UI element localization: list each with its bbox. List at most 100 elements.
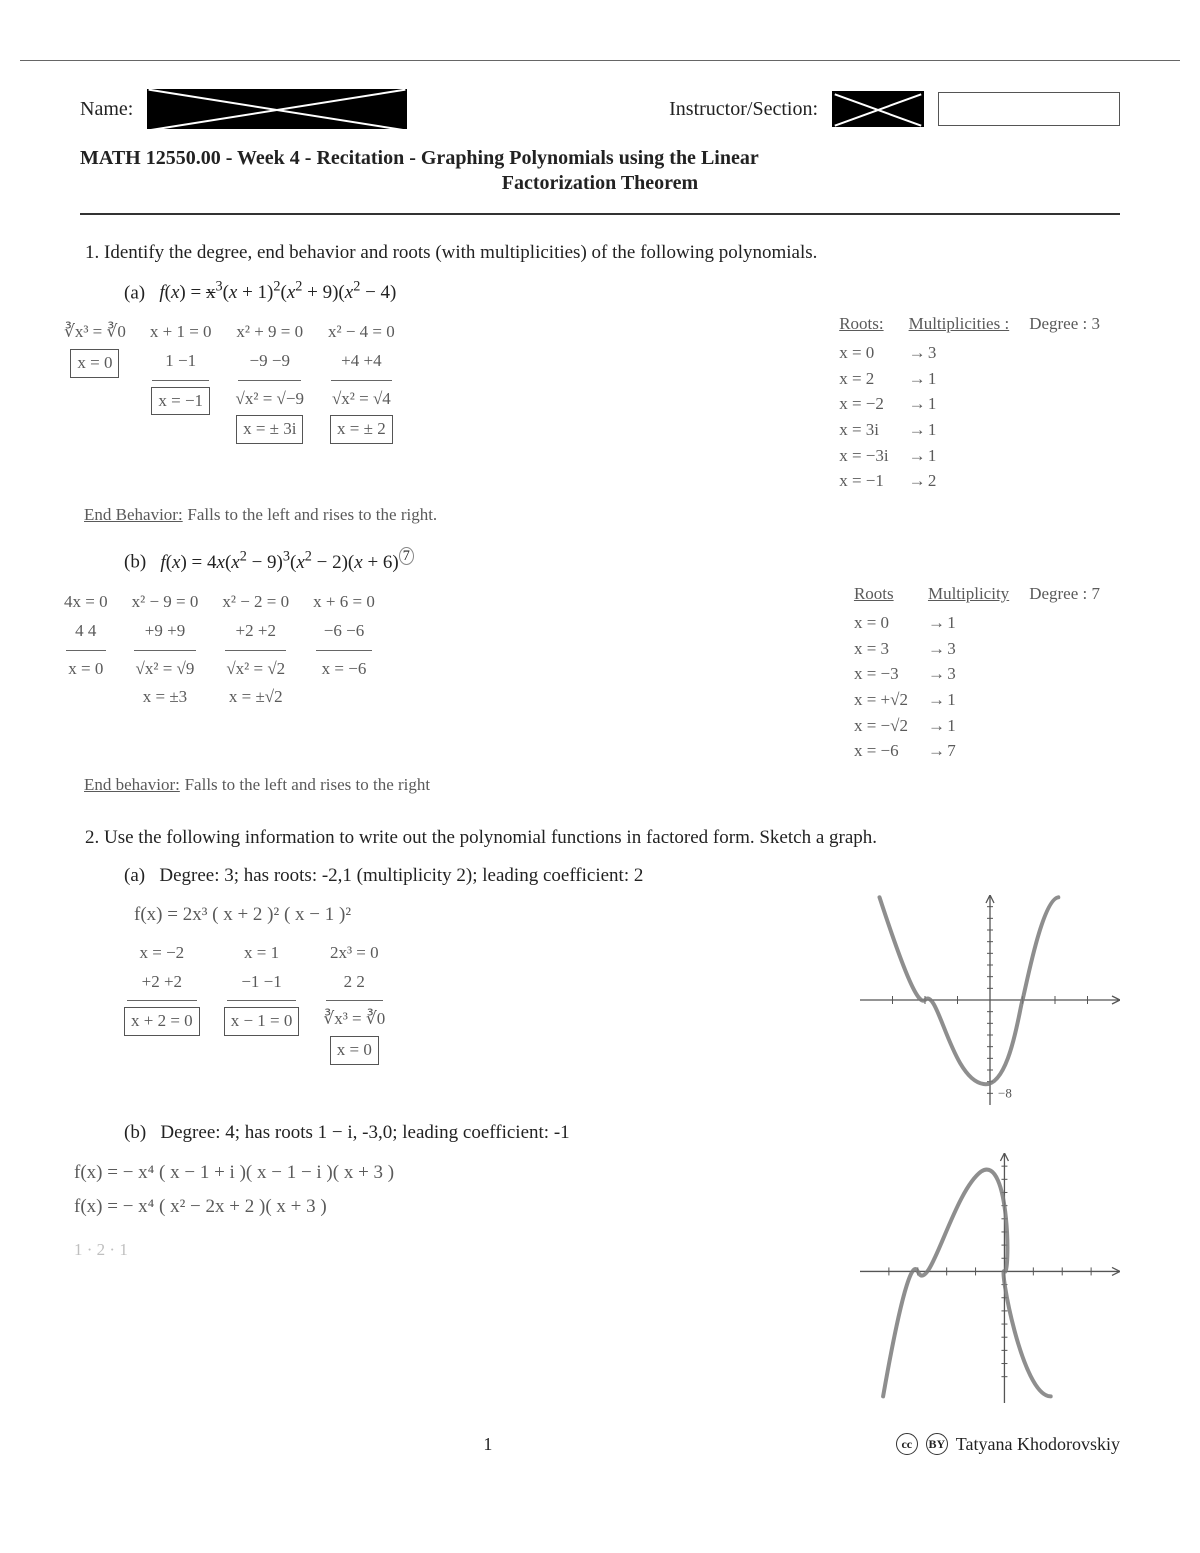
svg-text:−8: −8 xyxy=(998,1086,1012,1101)
end-beh-text: Falls to the left and rises to the right xyxy=(185,775,431,794)
w: ∛x³ = ∛0 xyxy=(64,320,126,345)
q1b-row: (b) f(x) = 4x(x2 − 9)3(x2 − 2)(x + 6)7 xyxy=(124,546,1120,576)
mult-header: Multiplicity xyxy=(928,582,1029,611)
w: x = 0 xyxy=(70,349,119,378)
w: x = 0 xyxy=(68,657,103,682)
q2b-graph xyxy=(860,1153,1120,1403)
by-icon: BY xyxy=(926,1433,948,1455)
w: x² − 9 = 0 xyxy=(132,590,199,615)
q2a-body: f(x) = 2x³ ( x + 2 )² ( x − 1 )² x = −2 … xyxy=(104,895,1120,1105)
w: x = ±√2 xyxy=(229,685,283,710)
separator-rule xyxy=(80,213,1120,215)
course-title: MATH 12550.00 - Week 4 - Recitation - Gr… xyxy=(80,147,1120,170)
c: x = 1 −1 −1 x − 1 = 0 xyxy=(224,941,300,1036)
page: Name: Instructor/Section: MATH 12550.00 … xyxy=(0,60,1200,1495)
instructor-blank-field xyxy=(938,92,1120,126)
q2b-fx2: f(x) = − x⁴ ( x² − 2x + 2 )( x + 3 ) xyxy=(74,1193,832,1221)
q1b-label: (b) xyxy=(124,552,146,573)
cc-icon: cc xyxy=(896,1433,918,1455)
q1b-body: 4x = 0 4 4 x = 0 x² − 9 = 0 +9 +9 √x² = … xyxy=(104,582,1120,764)
w: √x² = √2 xyxy=(226,657,285,682)
w: 4x = 0 xyxy=(64,590,108,615)
c: x + 6 = 0 −6 −6 x = −6 xyxy=(313,590,375,681)
q1a-body: ∛x³ = ∛0 x = 0 x + 1 = 0 1 −1 x = −1 x² … xyxy=(104,312,1120,494)
top-rule xyxy=(20,60,1180,61)
q1b-endbeh: End behavior: Falls to the left and rise… xyxy=(84,771,1120,799)
m: → 1 xyxy=(909,392,1030,418)
q1a-work: ∛x³ = ∛0 x = 0 x + 1 = 0 1 −1 x = −1 x² … xyxy=(64,320,799,444)
r: x = −3 xyxy=(854,662,928,688)
w: √x² = √−9 xyxy=(236,387,304,412)
w: x = ± 2 xyxy=(330,415,393,444)
c: x² − 2 = 0 +2 +2 √x² = √2 x = ±√2 xyxy=(222,590,289,710)
r: x = −1 xyxy=(839,469,908,495)
q1b-work: 4x = 0 4 4 x = 0 x² − 9 = 0 +9 +9 √x² = … xyxy=(64,590,814,710)
w: x + 2 = 0 xyxy=(124,1007,200,1036)
r: x = 0 xyxy=(839,341,908,367)
end-beh-text: Falls to the left and rises to the right… xyxy=(187,505,437,524)
r: x = −3i xyxy=(839,444,908,470)
c: x = −2 +2 +2 x + 2 = 0 xyxy=(124,941,200,1036)
m: → 7 xyxy=(928,739,1029,765)
w: x = 1 xyxy=(244,941,279,966)
w: x² − 2 = 0 xyxy=(222,590,289,615)
r: x = −2 xyxy=(839,392,908,418)
m: → 3 xyxy=(909,341,1030,367)
q1b-roots-table: Roots Multiplicity Degree : 7 x = 0→ 1 x… xyxy=(854,582,1120,764)
q1-prompt: Identify the degree, end behavior and ro… xyxy=(104,242,817,263)
r: x = 3 xyxy=(854,637,928,663)
q1a-row: (a) f(x) = x3(x + 1)2(x2 + 9)(x2 − 4) xyxy=(124,277,1120,307)
m: → 3 xyxy=(928,637,1029,663)
q2b-given: Degree: 4; has roots 1 − i, -3,0; leadin… xyxy=(160,1122,569,1143)
q2-prompt: Use the following information to write o… xyxy=(104,827,877,848)
q2b-body: f(x) = − x⁴ ( x − 1 + i )( x − 1 − i )( … xyxy=(104,1153,1120,1403)
instructor-redaction-box xyxy=(832,91,924,127)
name-redaction-box xyxy=(147,89,407,129)
question-1: Identify the degree, end behavior and ro… xyxy=(104,239,1120,798)
w: x = ± 3i xyxy=(236,415,303,444)
w: x + 1 = 0 xyxy=(150,320,212,345)
header-row: Name: Instructor/Section: xyxy=(80,89,1120,129)
course-subtitle: Factorization Theorem xyxy=(80,172,1120,195)
c: 4x = 0 4 4 x = 0 xyxy=(64,590,108,681)
roots-header: Roots: xyxy=(839,312,908,341)
page-number: 1 xyxy=(80,1434,896,1455)
q2a-label: (a) xyxy=(124,865,145,886)
footer: 1 cc BY Tatyana Khodorovskiy xyxy=(80,1433,1120,1455)
name-label: Name: xyxy=(80,98,133,121)
q1a-work-col1: ∛x³ = ∛0 x = 0 xyxy=(64,320,126,377)
m: → 1 xyxy=(909,367,1030,393)
author: Tatyana Khodorovskiy xyxy=(956,1434,1120,1455)
mult-header: Multiplicities : xyxy=(909,312,1030,341)
w: x = −2 xyxy=(140,941,185,966)
q1a-roots: Roots: Multiplicities : Degree : 3 x = 0… xyxy=(827,312,1120,494)
r: x = 0 xyxy=(854,611,928,637)
r: x = −√2 xyxy=(854,714,928,740)
w: +4 +4 xyxy=(341,349,381,374)
q2a-graph: −8 xyxy=(860,895,1120,1105)
m: → 1 xyxy=(909,418,1030,444)
r: x = 3i xyxy=(839,418,908,444)
q1a-fx: f(x) = x3(x + 1)2(x2 + 9)(x2 − 4) xyxy=(159,282,396,303)
q1a-work-col3: x² − 4 = 0 +4 +4 √x² = √4 x = ± 2 xyxy=(328,320,395,444)
w: ∛x³ = ∛0 xyxy=(323,1007,385,1032)
degree-note: Degree : 7 xyxy=(1029,582,1120,611)
q1a-work-col2: x² + 9 = 0 −9 −9 √x² = √−9 x = ± 3i xyxy=(236,320,304,444)
q1b-fx: f(x) = 4x(x2 − 9)3(x2 − 2)(x + 6)7 xyxy=(160,552,413,573)
w: −1 −1 xyxy=(241,970,281,995)
question-2: Use the following information to write o… xyxy=(104,824,1120,1403)
m: → 1 xyxy=(928,688,1029,714)
w: −9 −9 xyxy=(250,349,290,374)
m: → 1 xyxy=(909,444,1030,470)
w: x = −6 xyxy=(322,657,367,682)
w: −6 −6 xyxy=(324,619,364,644)
m: → 3 xyxy=(928,662,1029,688)
w: 2x³ = 0 xyxy=(330,941,379,966)
q2a-fx: f(x) = 2x³ ( x + 2 )² ( x − 1 )² xyxy=(134,901,832,929)
w: x = −1 xyxy=(151,387,210,416)
w: 1 −1 xyxy=(165,349,196,374)
r: x = +√2 xyxy=(854,688,928,714)
m: → 1 xyxy=(928,714,1029,740)
r: x = −6 xyxy=(854,739,928,765)
q1a-endbeh: End Behavior: Falls to the left and rise… xyxy=(84,501,1120,529)
